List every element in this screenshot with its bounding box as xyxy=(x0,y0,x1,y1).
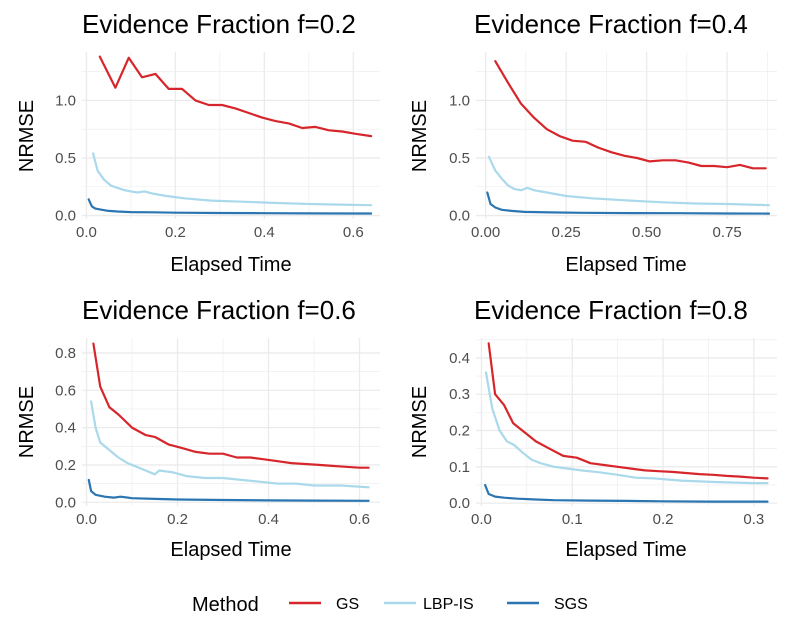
x-axis-title: Elapsed Time xyxy=(170,254,291,276)
panel-f02: Evidence Fraction f=0.2 Elapsed Time NRM… xyxy=(16,9,380,276)
y-axis-title: NRMSE xyxy=(409,100,431,172)
x-tick-label: 0.0 xyxy=(76,511,97,528)
y-tick-label: 0.3 xyxy=(449,386,470,403)
series-line-gs xyxy=(487,342,769,480)
x-tick-label: 0.3 xyxy=(743,511,764,528)
y-tick-label: 0.0 xyxy=(55,208,76,225)
x-tick-label: 0.6 xyxy=(349,511,370,528)
panel-title: Evidence Fraction f=0.2 xyxy=(82,9,356,39)
y-tick-label: 0.2 xyxy=(55,457,76,474)
legend-title: Method xyxy=(192,594,259,616)
x-tick-label: 0.75 xyxy=(713,224,742,241)
series-line-sgs xyxy=(484,483,769,503)
x-tick-label: 0.0 xyxy=(76,224,97,241)
panel-f08: Evidence Fraction f=0.8 Elapsed Time NRM… xyxy=(409,295,777,561)
y-tick-label: 0.2 xyxy=(449,423,470,440)
legend: Method GS LBP-IS SGS xyxy=(192,594,588,616)
series-line-lbp-is xyxy=(89,400,370,489)
x-tick-label: 0.0 xyxy=(471,511,492,528)
series-line-lbp-is xyxy=(484,371,769,485)
series-line-gs xyxy=(98,55,373,138)
y-tick-label: 0.0 xyxy=(449,208,470,225)
series-line-sgs xyxy=(87,478,370,502)
panel-title: Evidence Fraction f=0.8 xyxy=(474,295,748,325)
y-tick-label: 0.6 xyxy=(55,382,76,399)
x-tick-label: 0.50 xyxy=(632,224,661,241)
x-axis-title: Elapsed Time xyxy=(565,254,686,276)
grid xyxy=(476,338,777,506)
panel-f06: Evidence Fraction f=0.6 Elapsed Time NRM… xyxy=(16,295,380,561)
y-tick-label: 0.4 xyxy=(449,350,470,367)
series-line-gs xyxy=(494,60,767,170)
x-tick-label: 0.1 xyxy=(562,511,583,528)
x-tick-label: 0.25 xyxy=(552,224,581,241)
x-tick-label: 0.4 xyxy=(254,224,275,241)
y-tick-label: 1.0 xyxy=(449,92,470,109)
y-tick-label: 0.0 xyxy=(55,494,76,511)
x-axis-title: Elapsed Time xyxy=(565,539,686,561)
legend-label-sgs: SGS xyxy=(554,596,588,613)
y-axis-title: NRMSE xyxy=(16,100,38,172)
legend-label-gs: GS xyxy=(336,596,359,613)
y-axis-title: NRMSE xyxy=(16,386,38,458)
x-tick-label: 0.2 xyxy=(167,511,188,528)
legend-label-lbp-is: LBP-IS xyxy=(423,596,474,613)
x-tick-label: 0.2 xyxy=(165,224,186,241)
panel-f04: Evidence Fraction f=0.4 Elapsed Time NRM… xyxy=(409,9,777,276)
x-tick-label: 0.00 xyxy=(471,224,500,241)
series-line-lbp-is xyxy=(91,152,373,207)
series-line-sgs xyxy=(486,191,771,215)
y-axis-title: NRMSE xyxy=(409,386,431,458)
y-tick-label: 0.8 xyxy=(55,345,76,362)
x-axis-title: Elapsed Time xyxy=(170,539,291,561)
y-tick-label: 0.4 xyxy=(55,420,76,437)
panel-title: Evidence Fraction f=0.6 xyxy=(82,295,356,325)
grid xyxy=(82,338,380,506)
y-tick-label: 0.0 xyxy=(449,495,470,512)
grid xyxy=(82,52,380,219)
series-line-gs xyxy=(92,342,370,469)
grid xyxy=(476,52,777,219)
series-line-lbp-is xyxy=(487,155,771,207)
x-tick-label: 0.4 xyxy=(258,511,279,528)
y-tick-label: 1.0 xyxy=(55,92,76,109)
panel-title: Evidence Fraction f=0.4 xyxy=(474,9,748,39)
x-tick-label: 0.6 xyxy=(343,224,364,241)
y-tick-label: 0.5 xyxy=(55,150,76,167)
y-tick-label: 0.1 xyxy=(449,459,470,476)
x-tick-label: 0.2 xyxy=(653,511,674,528)
y-tick-label: 0.5 xyxy=(449,150,470,167)
series-line-sgs xyxy=(87,198,373,215)
